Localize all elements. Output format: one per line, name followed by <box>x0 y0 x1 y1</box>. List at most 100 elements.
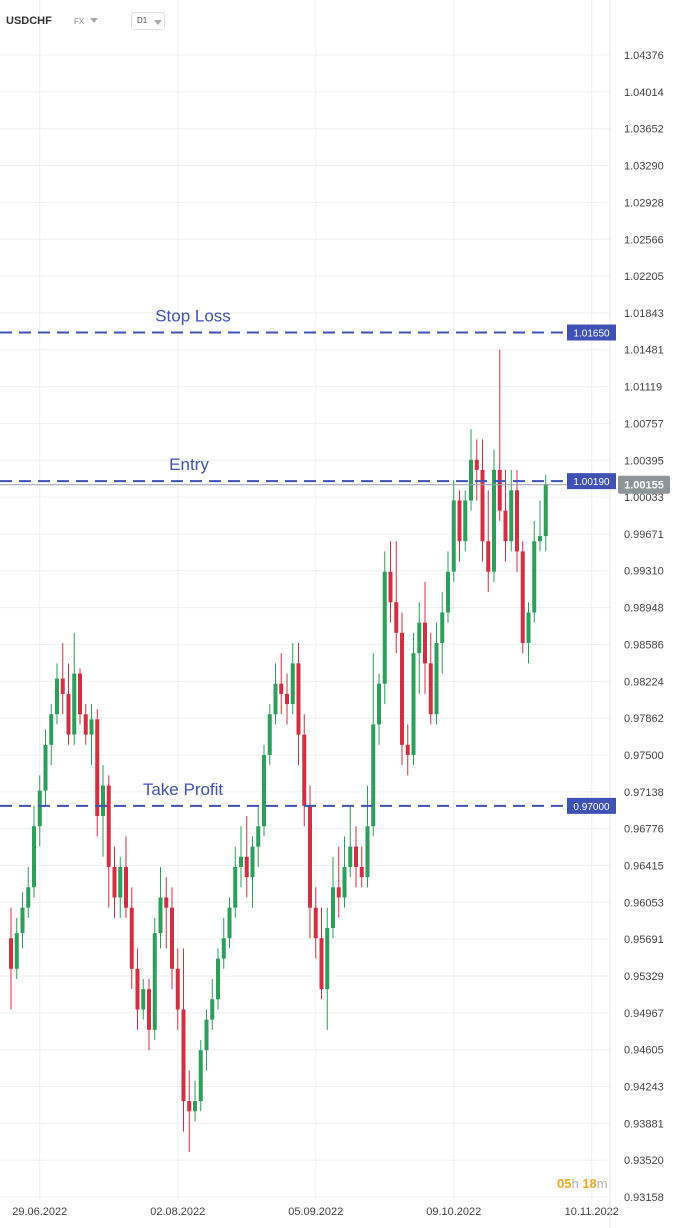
candle-body[interactable] <box>290 663 295 705</box>
timeframe-dropdown[interactable]: D1 <box>131 12 165 30</box>
candle-body[interactable] <box>175 968 180 1010</box>
candle-body[interactable] <box>400 632 404 745</box>
candle-body[interactable] <box>342 866 347 898</box>
candle-body[interactable] <box>152 933 157 1030</box>
candle-body[interactable] <box>336 887 341 898</box>
candle-body[interactable] <box>382 571 387 684</box>
candle-body[interactable] <box>359 866 364 878</box>
candle-body[interactable] <box>331 887 335 929</box>
candle-body[interactable] <box>244 856 249 878</box>
candle-body[interactable] <box>463 500 468 542</box>
candle-body[interactable] <box>394 602 399 633</box>
candle-body[interactable] <box>262 754 266 827</box>
candle-body[interactable] <box>95 719 100 817</box>
candle-body[interactable] <box>147 989 151 1030</box>
market-label: FX <box>74 17 85 26</box>
candle-body[interactable] <box>440 612 445 644</box>
candle-body[interactable] <box>492 469 496 572</box>
candle-body[interactable] <box>55 678 59 715</box>
candle-body[interactable] <box>417 622 422 654</box>
candle-body[interactable] <box>457 500 462 542</box>
candle-body[interactable] <box>37 790 42 827</box>
candle-body[interactable] <box>141 989 146 1010</box>
candle-body[interactable] <box>319 938 324 990</box>
candle-body[interactable] <box>221 938 226 959</box>
candle-body[interactable] <box>20 907 25 934</box>
candle-body[interactable] <box>308 805 312 908</box>
candle-body[interactable] <box>405 744 410 755</box>
candle-body[interactable] <box>469 459 473 501</box>
candle-body[interactable] <box>451 500 456 572</box>
candle-body[interactable] <box>354 846 358 867</box>
candle-body[interactable] <box>285 693 289 705</box>
candle-body[interactable] <box>520 551 525 644</box>
candle-body[interactable] <box>371 724 376 827</box>
candle-body[interactable] <box>543 484 548 537</box>
candle-body[interactable] <box>509 490 514 542</box>
candle-body[interactable] <box>43 744 48 791</box>
candle-body[interactable] <box>118 866 123 898</box>
candle-body[interactable] <box>532 541 537 613</box>
candle-body[interactable] <box>302 734 307 806</box>
candle-body[interactable] <box>515 490 519 552</box>
candle-body[interactable] <box>239 856 243 867</box>
candle-body[interactable] <box>434 643 439 715</box>
candle-body[interactable] <box>32 826 36 888</box>
candle-body[interactable] <box>124 866 128 908</box>
candle-body[interactable] <box>325 928 330 990</box>
candle-body[interactable] <box>526 612 531 644</box>
candle-body[interactable] <box>216 958 220 1000</box>
candle-body[interactable] <box>9 938 13 969</box>
symbol-label[interactable]: USDCHF <box>6 15 52 27</box>
countdown-hours: 05 <box>557 1176 572 1191</box>
candle-body[interactable] <box>256 826 261 847</box>
candle-body[interactable] <box>66 693 71 735</box>
candle-body[interactable] <box>78 673 82 715</box>
candle-body[interactable] <box>187 1101 192 1112</box>
candle-body[interactable] <box>538 536 542 542</box>
candle-body[interactable] <box>250 846 255 878</box>
candle-body[interactable] <box>486 541 491 572</box>
candle-body[interactable] <box>210 999 215 1020</box>
candle-body[interactable] <box>135 968 140 1010</box>
candle-body[interactable] <box>388 571 393 603</box>
candle-body[interactable] <box>273 683 278 715</box>
candle-body[interactable] <box>164 897 169 908</box>
candle-body[interactable] <box>267 714 272 755</box>
candle-body[interactable] <box>89 719 94 735</box>
candle-body[interactable] <box>233 866 238 908</box>
candle-body[interactable] <box>193 1101 197 1112</box>
candle-body[interactable] <box>101 785 105 817</box>
candle-body[interactable] <box>158 897 163 934</box>
candle-body[interactable] <box>365 826 370 878</box>
candle-body[interactable] <box>204 1019 209 1051</box>
candle-body[interactable] <box>423 622 427 664</box>
candle-body[interactable] <box>227 907 232 939</box>
candle-body[interactable] <box>497 469 502 511</box>
candle-body[interactable] <box>296 663 301 735</box>
candle-body[interactable] <box>446 571 450 613</box>
candle-body[interactable] <box>26 887 31 908</box>
candle-body[interactable] <box>348 846 353 867</box>
candle-body[interactable] <box>72 673 77 735</box>
candle-body[interactable] <box>428 663 433 715</box>
candle-body[interactable] <box>129 907 134 969</box>
candle-body[interactable] <box>112 866 117 898</box>
candle-body[interactable] <box>170 907 174 969</box>
candle-body[interactable] <box>49 714 54 745</box>
chevron-down-icon[interactable] <box>90 18 98 23</box>
candle-body[interactable] <box>181 1009 186 1102</box>
candle-body[interactable] <box>377 683 381 725</box>
candle-body[interactable] <box>106 785 111 867</box>
candle-body[interactable] <box>503 510 508 542</box>
candle-body[interactable] <box>14 933 19 969</box>
candle-body[interactable] <box>279 683 284 694</box>
candle-body[interactable] <box>480 469 485 542</box>
candle-body[interactable] <box>198 1050 203 1102</box>
candle-body[interactable] <box>474 459 479 470</box>
candle-body[interactable] <box>411 653 416 755</box>
candle-body[interactable] <box>313 907 318 939</box>
candle-body[interactable] <box>60 678 65 694</box>
candle-body[interactable] <box>83 714 88 735</box>
